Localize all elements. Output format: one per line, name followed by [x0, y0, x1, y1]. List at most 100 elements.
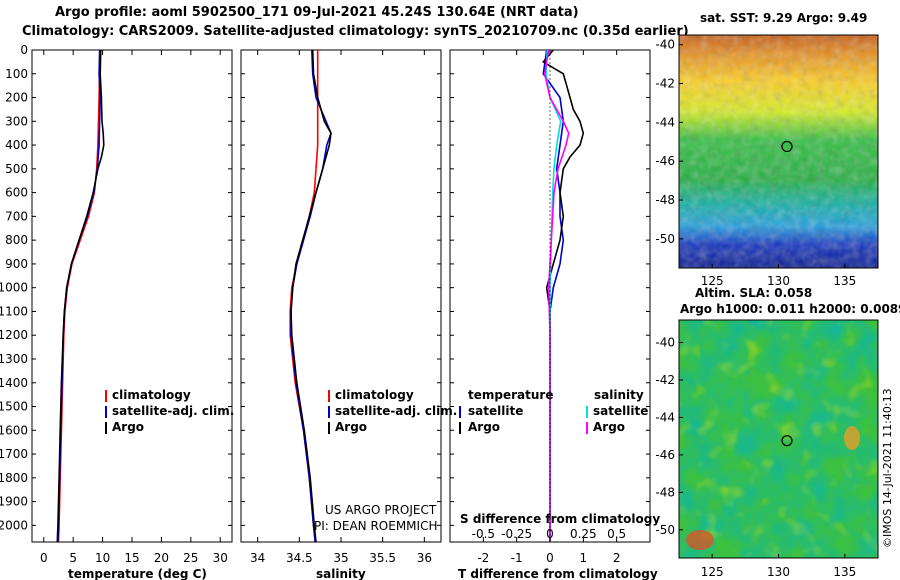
x2-tick-label: 0 — [546, 527, 554, 541]
difference-lines — [542, 50, 585, 542]
difference-legend: temperature salinity satellite Argo sate… — [459, 388, 648, 434]
x-tick-label: 25 — [183, 551, 198, 565]
salinity-panel-frame — [240, 49, 442, 543]
y-tick-label: 700 — [5, 209, 28, 223]
y-tick-label: 500 — [5, 162, 28, 176]
map-x-tick-label: 130 — [767, 274, 790, 288]
sla-label: Altim. SLA: 0.058 — [695, 286, 812, 300]
temperature-axis-label: temperature (deg C) — [68, 567, 207, 580]
legend-satellite-label: satellite-adj. clim. — [112, 404, 234, 418]
legend-salinity-heading: salinity — [594, 388, 644, 402]
legend-climatology-label: climatology — [335, 388, 414, 402]
project-annotation: US ARGO PROJECT — [325, 503, 437, 517]
legend-t-argo-label: Argo — [468, 420, 500, 434]
map-ticks: 125 130 135 -40 -42 -44 -46 -48 -50 125 130 135 -40 -… — [655, 38, 856, 579]
legend-argo-label: Argo — [112, 420, 144, 434]
x-tick-label: 34.5 — [286, 551, 313, 565]
legend-satellite-label: satellite-adj. clim. — [335, 404, 457, 418]
series-climatology — [57, 50, 101, 542]
height-map — [678, 319, 879, 559]
x-tick-label: 0 — [40, 551, 48, 565]
y-tick-label: 1400 — [0, 376, 28, 390]
argo-location-marker — [781, 435, 793, 447]
map-y-tick-label: -42 — [655, 77, 675, 91]
x-tick-label: -2 — [477, 551, 489, 565]
title-line-2: Climatology: CARS2009. Satellite-adjuste… — [22, 24, 689, 39]
map-y-tick-label: -46 — [655, 448, 675, 462]
map-x-tick-label: 125 — [701, 274, 724, 288]
x2-tick-label: 0.5 — [607, 527, 626, 541]
temperature-lines — [56, 50, 105, 542]
map-x-tick-label: 135 — [833, 565, 856, 579]
y-tick-label: 900 — [5, 257, 28, 271]
map-y-tick-label: -42 — [655, 373, 675, 387]
y-tick-label: 1600 — [0, 423, 28, 437]
y-tick-label: 400 — [5, 138, 28, 152]
legend-s-satellite-label: satellite — [593, 404, 648, 418]
x-tick-label: 15 — [124, 551, 139, 565]
series-argo — [290, 50, 332, 542]
x-tick-label: 1 — [580, 551, 588, 565]
x-tick-label: 10 — [95, 551, 110, 565]
map-y-tick-label: -44 — [655, 410, 675, 424]
y-tick-label: 1200 — [0, 328, 28, 342]
legend-temperature-heading: temperature — [468, 388, 553, 402]
x-tick-label: 34 — [250, 551, 265, 565]
x2-tick-label: -0.5 — [472, 527, 495, 541]
map-x-tick-label: 130 — [767, 565, 790, 579]
title-line-1: Argo profile: aoml 5902500_171 09-Jul-20… — [55, 5, 579, 20]
height-high-patch — [686, 530, 714, 550]
map-y-tick-label: -40 — [655, 335, 675, 349]
y-tick-label: 1100 — [0, 304, 28, 318]
salinity-axis-label: salinity — [316, 567, 366, 580]
axis-ticks: 0 5 10 15 20 25 300100200300400500600700800900… — [0, 43, 650, 565]
map-x-tick-label: 135 — [833, 274, 856, 288]
map-x-tick-label: 125 — [701, 565, 724, 579]
temperature-panel-frame — [31, 49, 233, 543]
x2-tick-label: -0.25 — [501, 527, 532, 541]
x-tick-label: 2 — [613, 551, 621, 565]
x-tick-label: 5 — [69, 551, 77, 565]
y-tick-label: 0 — [20, 43, 28, 57]
sst-map — [678, 34, 879, 269]
legend-climatology-label: climatology — [112, 388, 191, 402]
t-difference-axis-label: T difference from climatology — [458, 567, 658, 580]
map-y-tick-label: -48 — [655, 485, 675, 499]
x-tick-label: 0 — [546, 551, 554, 565]
x2-tick-label: 0.25 — [570, 527, 597, 541]
imos-credit: ©IMOS 14-Jul-2021 11:40:13 — [881, 388, 894, 548]
y-tick-label: 100 — [5, 67, 28, 81]
y-tick-label: 300 — [5, 114, 28, 128]
legend-s-argo-label: Argo — [593, 420, 625, 434]
series-satellite-adj-clim- — [57, 50, 102, 542]
y-tick-label: 200 — [5, 91, 28, 105]
height-high-patch — [844, 426, 860, 450]
y-tick-label: 1000 — [0, 281, 28, 295]
map-y-tick-label: -50 — [655, 523, 675, 537]
y-tick-label: 1300 — [0, 352, 28, 366]
y-tick-label: 600 — [5, 186, 28, 200]
y-tick-label: 1500 — [0, 400, 28, 414]
salinity-legend: climatology satellite-adj. clim. Argo — [328, 388, 457, 434]
temperature-legend: climatology satellite-adj. clim. Argo — [105, 388, 234, 434]
y-tick-label: 1800 — [0, 471, 28, 485]
argo-location-marker — [781, 140, 793, 153]
sst-map-title: sat. SST: 9.29 Argo: 9.49 — [700, 11, 867, 25]
y-tick-label: 1700 — [0, 447, 28, 461]
series-climatology — [289, 50, 319, 542]
x-tick-label: 30 — [213, 551, 228, 565]
pi-annotation: PI: DEAN ROEMMICH — [314, 519, 437, 533]
height-map-title: Argo h1000: 0.011 h2000: 0.0089 — [680, 302, 900, 316]
y-tick-label: 1900 — [0, 495, 28, 509]
legend-argo-label: Argo — [335, 420, 367, 434]
map-y-tick-label: -40 — [655, 38, 675, 52]
x-tick-label: 35.5 — [369, 551, 396, 565]
sst-texture — [679, 35, 878, 268]
legend-t-satellite-label: satellite — [468, 404, 523, 418]
series-argo — [56, 50, 105, 542]
map-y-tick-label: -50 — [655, 232, 675, 246]
map-y-tick-label: -44 — [655, 115, 675, 129]
x-tick-label: 35 — [333, 551, 348, 565]
y-tick-label: 2000 — [0, 518, 28, 532]
